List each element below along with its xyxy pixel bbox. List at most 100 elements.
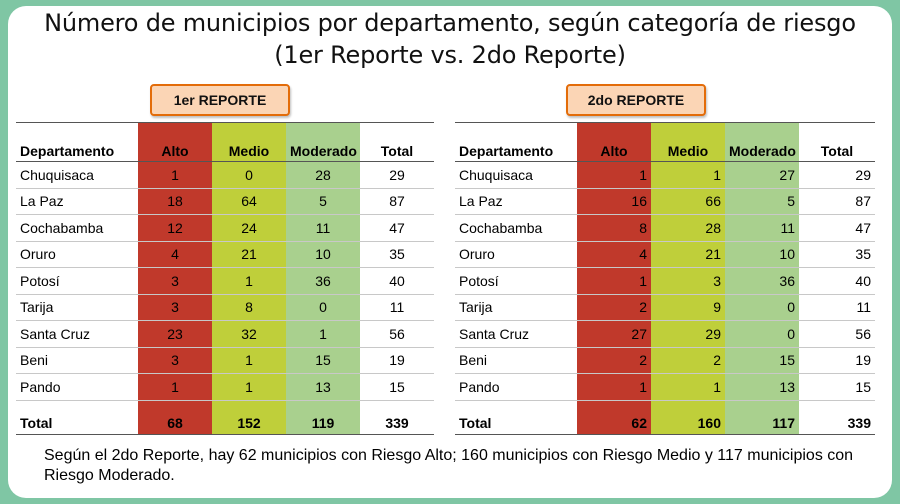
table-header-row: Departamento Alto Medio Moderado Total	[16, 122, 434, 162]
cell-medio: 32	[212, 320, 286, 348]
total-alto: 68	[138, 399, 212, 435]
cell-medio: 21	[212, 241, 286, 268]
cell-total: 19	[799, 347, 875, 374]
cell-total: 87	[799, 188, 875, 215]
cell-total: 47	[799, 214, 875, 242]
table-row: Beni 3 1 15 19	[16, 347, 434, 374]
cell-moderado: 36	[725, 267, 799, 295]
cell-medio: 29	[651, 320, 725, 348]
total-medio: 152	[212, 399, 286, 435]
cell-moderado: 11	[286, 214, 360, 242]
cell-moderado: 0	[286, 294, 360, 321]
cell-medio: 1	[651, 161, 725, 189]
cell-department: Tarija	[455, 294, 577, 321]
table-row: La Paz 18 64 5 87	[16, 188, 434, 215]
total-department: Total	[455, 399, 577, 435]
slide-title: Número de municipios por departamento, s…	[44, 9, 856, 37]
cell-medio: 9	[651, 294, 725, 321]
cell-alto: 3	[138, 347, 212, 374]
cell-moderado: 1	[286, 320, 360, 348]
cell-medio: 3	[651, 267, 725, 295]
cell-total: 15	[799, 373, 875, 401]
cell-moderado: 10	[725, 241, 799, 268]
header-alto: Alto	[138, 122, 212, 162]
cell-alto: 27	[577, 320, 651, 348]
cell-department: La Paz	[16, 188, 138, 215]
table-total-row: Total 68 152 119 339	[16, 399, 434, 435]
cell-department: Tarija	[16, 294, 138, 321]
cell-total: 15	[360, 373, 434, 401]
cell-moderado: 10	[286, 241, 360, 268]
cell-total: 56	[799, 320, 875, 348]
table-row: Santa Cruz 23 32 1 56	[16, 320, 434, 348]
cell-medio: 8	[212, 294, 286, 321]
header-medio: Medio	[651, 122, 725, 162]
total-moderado: 119	[286, 399, 360, 435]
cell-medio: 1	[212, 347, 286, 374]
cell-total: 47	[360, 214, 434, 242]
table-row: La Paz 16 66 5 87	[455, 188, 875, 215]
cell-alto: 4	[138, 241, 212, 268]
table-row: Oruro 4 21 10 35	[455, 241, 875, 268]
table-row: Chuquisaca 1 1 27 29	[455, 161, 875, 189]
cell-moderado: 13	[725, 373, 799, 401]
cell-moderado: 5	[286, 188, 360, 215]
cell-alto: 3	[138, 294, 212, 321]
cell-alto: 1	[577, 161, 651, 189]
slide-subtitle: (1er Reporte vs. 2do Reporte)	[274, 41, 626, 69]
table-row: Potosí 1 3 36 40	[455, 267, 875, 295]
header-total: Total	[360, 122, 434, 162]
header-moderado: Moderado	[725, 122, 799, 162]
cell-department: Oruro	[16, 241, 138, 268]
cell-medio: 1	[212, 373, 286, 401]
cell-total: 29	[799, 161, 875, 189]
cell-alto: 2	[577, 294, 651, 321]
cell-department: Cochabamba	[16, 214, 138, 242]
table-report-2: Departamento Alto Medio Moderado Total Chuqu…	[455, 122, 875, 435]
table-row: Potosí 3 1 36 40	[16, 267, 434, 295]
cell-alto: 18	[138, 188, 212, 215]
cell-total: 56	[360, 320, 434, 348]
cell-alto: 23	[138, 320, 212, 348]
cell-alto: 1	[138, 373, 212, 401]
table-header-row: Departamento Alto Medio Moderado Total	[455, 122, 875, 162]
cell-alto: 8	[577, 214, 651, 242]
header-department: Departamento	[455, 122, 577, 162]
total-total: 339	[360, 399, 434, 435]
cell-department: Pando	[455, 373, 577, 401]
cell-department: Chuquisaca	[455, 161, 577, 189]
cell-medio: 64	[212, 188, 286, 215]
header-medio: Medio	[212, 122, 286, 162]
header-department: Departamento	[16, 122, 138, 162]
cell-total: 40	[799, 267, 875, 295]
table-row: Santa Cruz 27 29 0 56	[455, 320, 875, 348]
cell-department: Santa Cruz	[455, 320, 577, 348]
cell-alto: 1	[138, 161, 212, 189]
cell-total: 11	[360, 294, 434, 321]
table-row: Beni 2 2 15 19	[455, 347, 875, 374]
cell-total: 11	[799, 294, 875, 321]
cell-moderado: 0	[725, 320, 799, 348]
cell-moderado: 28	[286, 161, 360, 189]
cell-total: 35	[799, 241, 875, 268]
cell-total: 19	[360, 347, 434, 374]
table-row: Chuquisaca 1 0 28 29	[16, 161, 434, 189]
cell-moderado: 11	[725, 214, 799, 242]
cell-department: Potosí	[455, 267, 577, 295]
cell-moderado: 15	[725, 347, 799, 374]
summary-text: Según el 2do Reporte, hay 62 municipios …	[44, 447, 854, 484]
cell-moderado: 36	[286, 267, 360, 295]
total-moderado: 117	[725, 399, 799, 435]
table-row: Cochabamba 12 24 11 47	[16, 214, 434, 242]
cell-medio: 1	[212, 267, 286, 295]
cell-alto: 4	[577, 241, 651, 268]
cell-total: 40	[360, 267, 434, 295]
table-row: Oruro 4 21 10 35	[16, 241, 434, 268]
table-row: Tarija 3 8 0 11	[16, 294, 434, 321]
cell-department: Potosí	[16, 267, 138, 295]
cell-moderado: 5	[725, 188, 799, 215]
total-alto: 62	[577, 399, 651, 435]
report-label-2: 2do REPORTE	[566, 84, 706, 116]
cell-moderado: 13	[286, 373, 360, 401]
table-row: Tarija 2 9 0 11	[455, 294, 875, 321]
